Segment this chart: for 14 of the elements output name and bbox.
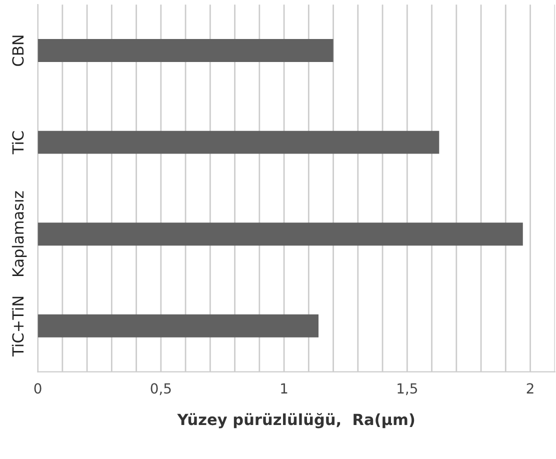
x-tick-label: 1,5: [398, 383, 417, 396]
bar: [38, 39, 334, 62]
x-tick-label: 1: [281, 383, 288, 394]
y-tick-label: TiC: [12, 131, 24, 154]
y-tick-label: TiC+TiN: [12, 296, 24, 356]
x-axis-title: Yüzey pürüzlülüğü, Ra(µm): [177, 413, 414, 428]
bar: [38, 222, 523, 246]
y-tick-label: CBN: [12, 36, 24, 66]
x-tick-label: 2: [526, 383, 534, 394]
x-tick-label: 0: [34, 383, 42, 394]
bar: [38, 130, 440, 154]
bar: [38, 314, 319, 338]
y-tick-label: Kaplamasız: [12, 191, 27, 276]
x-tick-label: 0,5: [150, 383, 171, 396]
